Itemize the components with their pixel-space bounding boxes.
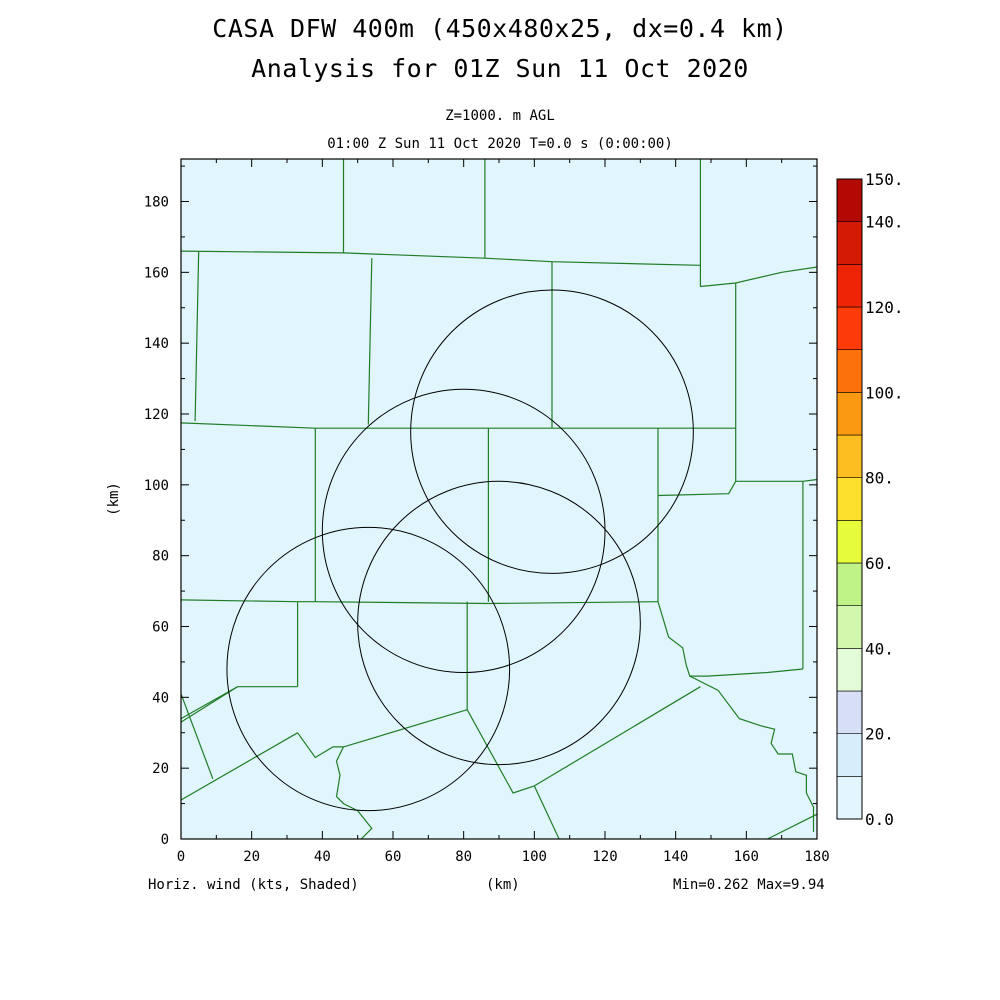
axis-ticks: 0 20 40 60 80 100 120 140 160 180 0 20 40 60 80 100 120 1… — [144, 159, 830, 865]
colorbar-label: 120. — [865, 298, 904, 317]
county-line — [367, 258, 373, 425]
colorbar-bin — [836, 520, 863, 564]
x-tick-label: 160 — [734, 849, 759, 865]
county-line — [180, 693, 214, 780]
county-line — [180, 422, 736, 429]
range-ring — [226, 526, 511, 812]
county-line — [657, 601, 803, 677]
county-line — [533, 686, 701, 787]
county-line — [180, 686, 238, 723]
colorbar-bin — [836, 605, 863, 649]
colorbar-label: 150. — [865, 170, 904, 189]
x-tick-label: 20 — [243, 849, 260, 865]
colorbar-label: 140. — [865, 213, 904, 232]
y-tick-label: 60 — [152, 620, 169, 636]
colorbar-bin — [836, 178, 863, 222]
x-tick-label: 140 — [663, 849, 688, 865]
colorbar-label: 0.0 — [865, 810, 894, 829]
colorbar-label: 100. — [865, 383, 904, 402]
plot-frame — [180, 158, 818, 840]
x-tick-label: 40 — [314, 849, 331, 865]
county-line — [297, 709, 468, 759]
colorbar-bin — [836, 349, 863, 393]
x-tick-label: 100 — [522, 849, 547, 865]
colorbar-bin — [836, 562, 863, 606]
x-axis-label: (km) — [486, 877, 520, 893]
colorbar-bin — [836, 264, 863, 308]
x-tick-label: 60 — [385, 849, 402, 865]
radar-range-rings — [226, 289, 694, 812]
colorbar-label: 60. — [865, 554, 894, 573]
field-label: Horiz. wind (kts, Shaded) — [148, 877, 359, 893]
colorbar-bin — [836, 648, 863, 692]
y-tick-label: 80 — [152, 549, 169, 565]
x-tick-label: 0 — [177, 849, 185, 865]
y-tick-label: 20 — [152, 761, 169, 777]
county-line — [700, 266, 818, 288]
y-tick-label: 40 — [152, 690, 169, 706]
y-tick-label: 100 — [144, 478, 169, 494]
county-line — [194, 251, 200, 422]
y-tick-label: 180 — [144, 195, 169, 211]
min-max-label: Min=0.262 Max=9.94 — [673, 877, 825, 893]
colorbar-label: 80. — [865, 469, 894, 488]
colorbar-label: 20. — [865, 725, 894, 744]
colorbar-bin — [836, 306, 863, 350]
colorbar: 0.0 20. 40. 60. 80. 100. 120. 140. 150. — [836, 170, 904, 829]
colorbar-label: 40. — [865, 639, 894, 658]
y-axis-label: (km) — [106, 482, 122, 516]
colorbar-bin — [836, 392, 863, 436]
colorbar-bin — [836, 733, 863, 777]
county-line — [335, 746, 373, 840]
colorbar-bin — [836, 776, 863, 820]
range-ring — [321, 388, 606, 674]
time-label: 01:00 Z Sun 11 Oct 2020 T=0.0 s (0:00:00… — [327, 136, 673, 152]
x-tick-label: 180 — [804, 849, 829, 865]
county-boundaries — [180, 159, 818, 840]
county-line — [689, 675, 815, 832]
x-tick-label: 80 — [455, 849, 472, 865]
level-label: Z=1000. m AGL — [445, 108, 555, 124]
y-tick-label: 0 — [161, 832, 169, 848]
colorbar-frame — [836, 178, 863, 820]
range-ring — [357, 480, 641, 766]
wind-field — [181, 159, 817, 839]
colorbar-bin — [836, 690, 863, 734]
range-ring — [410, 289, 694, 574]
county-line — [657, 481, 737, 497]
y-tick-label: 160 — [144, 265, 169, 281]
chart-title-line2: Analysis for 01Z Sun 11 Oct 2020 — [251, 54, 749, 83]
county-line — [466, 601, 535, 794]
y-tick-label: 120 — [144, 407, 169, 423]
colorbar-bin — [836, 477, 863, 521]
x-tick-label: 120 — [592, 849, 617, 865]
colorbar-bin — [836, 434, 863, 478]
colorbar-bin — [836, 221, 863, 265]
y-tick-label: 140 — [144, 336, 169, 352]
county-line — [767, 813, 818, 840]
chart-title-line1: CASA DFW 400m (450x480x25, dx=0.4 km) — [212, 14, 788, 43]
county-line — [180, 732, 298, 801]
county-line — [533, 785, 560, 840]
county-line — [180, 599, 659, 605]
